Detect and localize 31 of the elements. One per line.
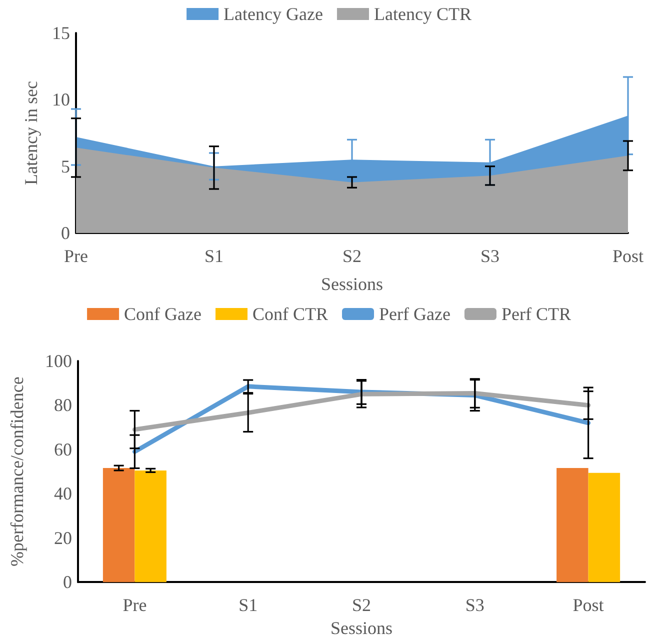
legend-label: Perf CTR — [501, 304, 571, 324]
y-tick-label: 15 — [52, 23, 70, 43]
x-tick-label: S2 — [342, 246, 362, 266]
x-tick-label: S3 — [465, 595, 484, 616]
y-tick-label: 20 — [54, 528, 72, 548]
x-tick-label: S1 — [204, 246, 224, 266]
legend-label: Perf Gaze — [379, 304, 450, 324]
y-tick-label: 40 — [54, 484, 72, 504]
x-tick-label: Post — [612, 246, 644, 266]
y-tick-label: 5 — [61, 156, 70, 176]
x-tick-label: S2 — [352, 595, 372, 616]
legend-label: Latency CTR — [374, 4, 472, 24]
line-series — [132, 391, 591, 432]
x-tick-label: S3 — [480, 246, 500, 266]
y-tick-label: 60 — [54, 439, 72, 460]
y-tick-label: 0 — [61, 223, 70, 243]
legend-label: Conf Gaze — [124, 304, 202, 324]
x-tick-label: Pre — [64, 246, 88, 266]
y-axis-title: Latency in sec — [21, 81, 41, 185]
legend-label: Latency Gaze — [224, 4, 323, 24]
x-tick-label: S1 — [238, 595, 258, 616]
y-tick-label: 80 — [54, 395, 72, 416]
x-axis-title: Sessions — [320, 274, 384, 294]
x-axis-title: Sessions — [330, 618, 393, 638]
y-axis-title: %performance/confidence — [7, 376, 27, 566]
y-tick-label: 0 — [63, 572, 72, 592]
y-tick-label: 100 — [45, 351, 72, 371]
y-tick-label: 10 — [52, 90, 70, 110]
x-tick-label: Post — [572, 595, 604, 616]
x-tick-label: Pre — [122, 595, 147, 616]
legend-label: Conf CTR — [252, 304, 328, 324]
